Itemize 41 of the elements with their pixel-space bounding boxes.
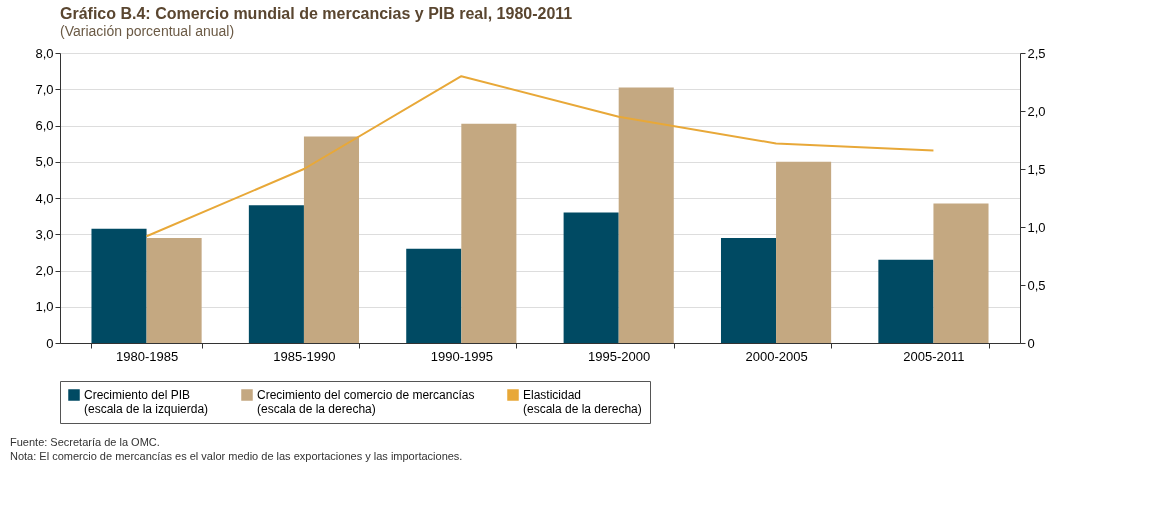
x-tick-label: 2005-2011 bbox=[903, 348, 965, 364]
y-tick-label: 0 bbox=[46, 335, 54, 351]
bar bbox=[146, 237, 202, 343]
y-tick-label: 2,0 bbox=[35, 263, 54, 278]
y2-tick-label: 0 bbox=[1027, 335, 1035, 351]
bar bbox=[461, 123, 517, 343]
x-tick-label: 1995-2000 bbox=[588, 348, 651, 364]
chart-subtitle: (Variación porcentual anual) bbox=[60, 23, 235, 39]
legend-label: Crecimiento del comercio de mercancías (escala de la derecha) bbox=[257, 388, 475, 416]
y2-tick-label: 0,5 bbox=[1027, 277, 1046, 293]
bar bbox=[776, 161, 832, 343]
bar bbox=[406, 248, 462, 343]
chart-title: Gráfico B.4: Comercio mundial de mercancias y PIB real, 1980-2011 bbox=[60, 5, 573, 22]
x-tick-label: 1985-1990 bbox=[273, 348, 336, 364]
y-tick-label: 1,0 bbox=[35, 299, 54, 315]
bar bbox=[303, 136, 360, 343]
y-tick-label: 7,0 bbox=[35, 81, 54, 97]
bar bbox=[248, 205, 304, 343]
x-tick-label: 1980-1985 bbox=[115, 348, 179, 364]
y2-tick-label: 1,5 bbox=[1027, 161, 1046, 177]
y-tick-label: 5,0 bbox=[35, 154, 54, 170]
bar bbox=[878, 259, 934, 343]
legend-label: Elasticidad (escala de la derecha) bbox=[523, 388, 642, 416]
x-tick-label: 2000-2005 bbox=[745, 348, 808, 364]
x-tick-label: 1990-1995 bbox=[430, 348, 493, 364]
text: Nota: El comercio de mercancías es el valor medio de las exportaciones y las importaciones. bbox=[10, 450, 463, 462]
bar bbox=[933, 203, 989, 343]
y-tick-label: 4,0 bbox=[35, 190, 54, 206]
line-series bbox=[145, 75, 935, 238]
y-tick-label: 6,0 bbox=[35, 118, 54, 133]
bar bbox=[720, 237, 777, 343]
source-note: Fuente: Secretaría de la OMC. bbox=[10, 436, 160, 448]
y2-tick-label: 2,0 bbox=[1027, 103, 1046, 119]
bar bbox=[563, 212, 619, 343]
bar bbox=[618, 87, 674, 343]
y-tick-label: 8,0 bbox=[35, 45, 54, 61]
bar bbox=[91, 228, 147, 343]
y2-tick-label: 1,0 bbox=[1027, 219, 1046, 235]
y-tick-label: 3,0 bbox=[35, 226, 54, 242]
y2-tick-label: 2,5 bbox=[1027, 45, 1046, 61]
legend-label: Crecimiento del PIB (escala de la izquierda) bbox=[84, 388, 209, 416]
